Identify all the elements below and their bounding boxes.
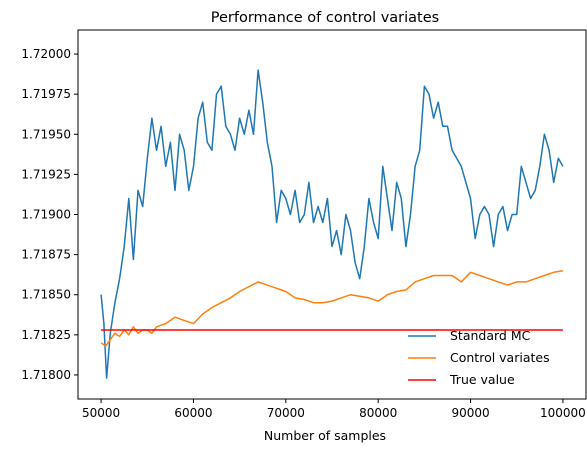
axes-frame [77,29,587,400]
x-tick-label: 70000 [267,406,305,420]
legend-label: True value [449,372,515,387]
y-tick-label: 1.71875 [21,248,71,262]
y-tick-label: 1.71950 [21,127,71,141]
x-axis-label: Number of samples [264,428,386,443]
x-tick-label: 100000 [540,406,586,420]
chart-title: Performance of control variates [211,10,439,26]
legend: Standard MC Control variates True value [408,328,550,387]
x-axis: 50000 60000 70000 80000 90000 100000 [82,399,586,420]
y-tick-label: 1.71900 [21,208,71,222]
legend-label: Standard MC [450,328,531,343]
y-tick-label: 1.71925 [21,167,71,181]
x-tick-label: 90000 [451,406,489,420]
legend-label: Control variates [450,350,550,365]
standard-mc-line [100,69,564,379]
y-tick-label: 1.71975 [21,87,71,101]
plot-area [100,69,564,379]
x-tick-label: 80000 [359,406,397,420]
x-tick-label: 50000 [82,406,120,420]
y-tick-label: 1.71825 [21,328,71,342]
y-tick-label: 1.72000 [21,47,71,61]
y-tick-label: 1.71850 [21,288,71,302]
y-tick-label: 1.71800 [21,368,71,382]
x-tick-label: 60000 [174,406,212,420]
y-axis: 1.71800 1.71825 1.71850 1.71875 1.71900 1.719… [21,47,78,382]
